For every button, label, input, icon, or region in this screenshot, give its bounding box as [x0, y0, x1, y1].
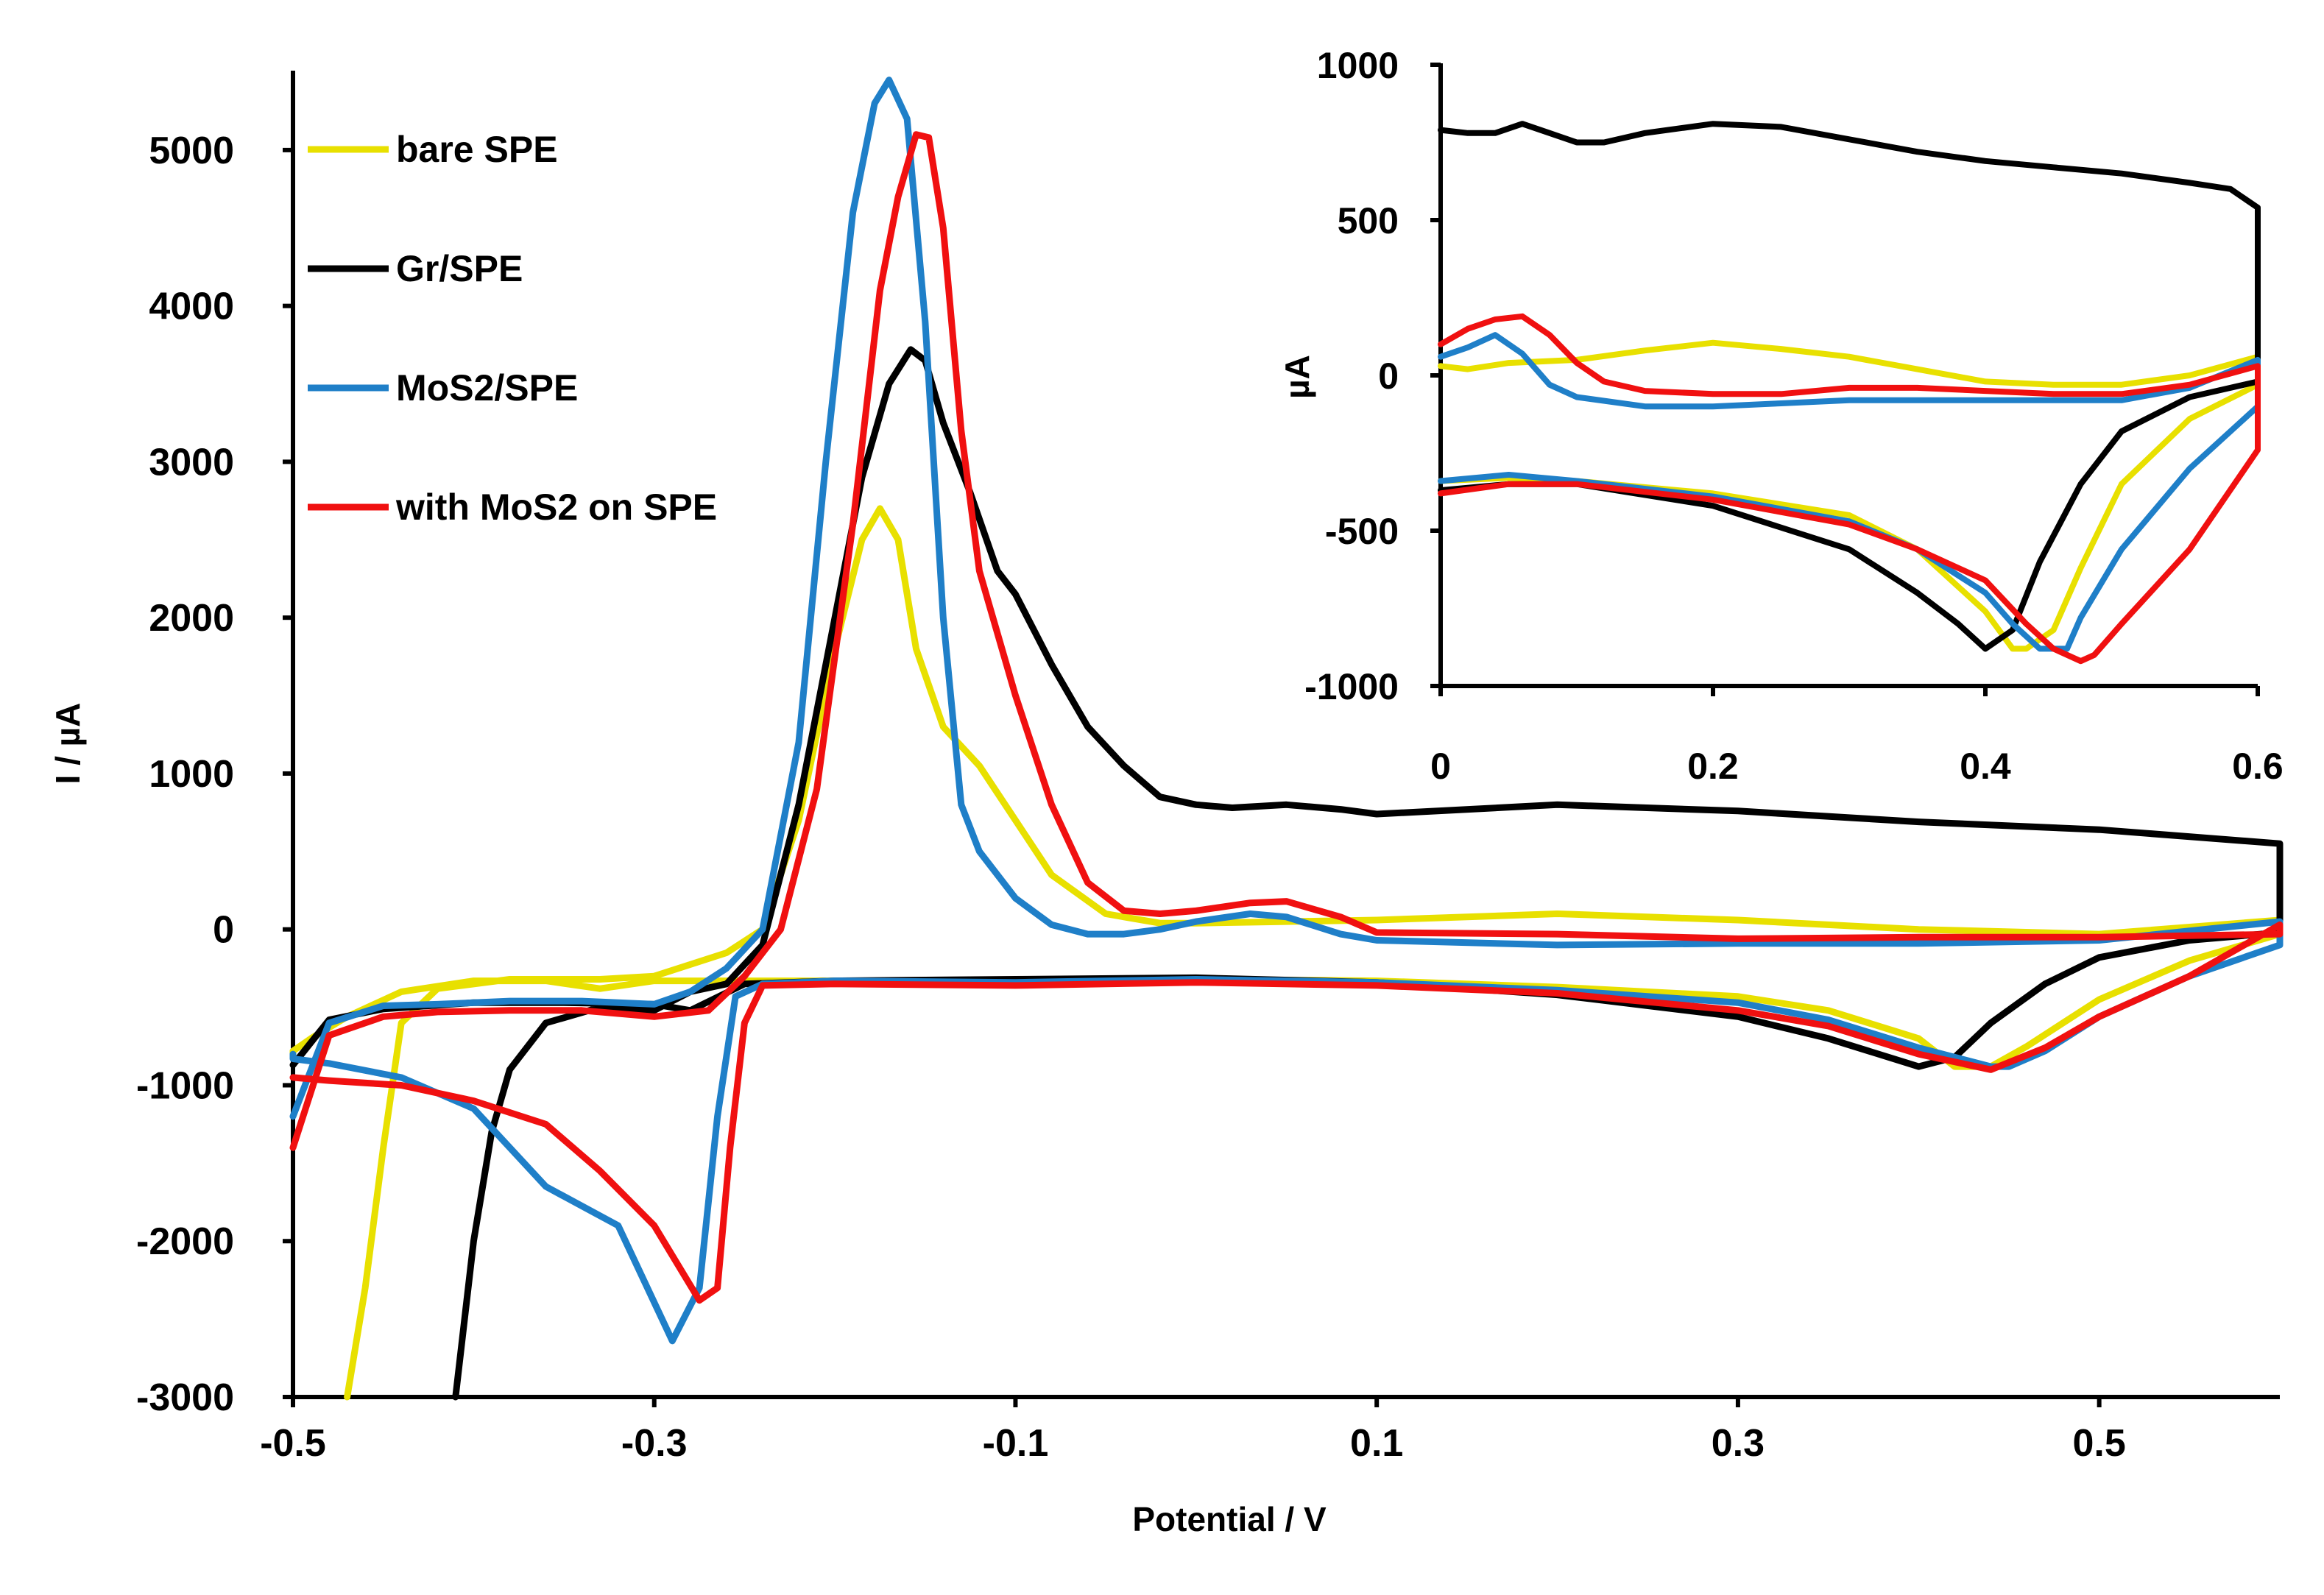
main-x-tick-label: 0.5: [2072, 1422, 2125, 1465]
inset-x-tick-label: 0.2: [1687, 746, 1739, 787]
inset-x-tick-label: 0.4: [1960, 746, 2011, 787]
main-series-group: [289, 77, 2284, 1401]
legend-label-mos2-spe: MoS2/SPE: [396, 367, 578, 409]
main-y-tick-label: 5000: [149, 130, 234, 172]
main-y-tick-label: 1000: [149, 753, 234, 796]
inset-plot: -1000 -500 0 500 1000 0 0.2 0.4 0.6 µA: [1278, 45, 2284, 787]
inset-y-tick-label: 0: [1378, 356, 1399, 397]
main-y-axis-title: I / µA: [49, 703, 87, 785]
inset-y-tick-label: 1000: [1317, 45, 1399, 86]
main-series-mos2-spe: [289, 77, 2284, 1345]
main-y-tick-label: 0: [213, 909, 234, 952]
main-plot: -3000-2000-1000010002000300040005000-0.5…: [49, 71, 2284, 1538]
main-x-tick-label: -0.1: [983, 1422, 1049, 1465]
main-x-tick-label: 0.3: [1712, 1422, 1765, 1465]
main-series-with-mos2-on-spe: [289, 131, 2284, 1304]
main-y-tick-label: -2000: [136, 1220, 234, 1263]
main-y-tick-label: 4000: [149, 286, 234, 328]
main-y-tick-label: 3000: [149, 441, 234, 484]
inset-series-gr-spe: [1438, 121, 2261, 652]
legend-label-gr-spe: Gr/SPE: [396, 248, 523, 289]
inset-series-with-mos2-on-spe: [1438, 313, 2261, 665]
inset-x-tick-label: 0.6: [2232, 746, 2284, 787]
legend-label-with-mos2-on-spe: with MoS2 on SPE: [395, 487, 717, 528]
main-y-tick-label: -3000: [136, 1376, 234, 1419]
inset-x-tick-label: 0: [1430, 746, 1451, 787]
inset-y-tick-label: 500: [1338, 200, 1399, 241]
legend-label-bare-spe: bare SPE: [396, 129, 558, 170]
main-y-tick-label: -1000: [136, 1064, 234, 1107]
inset-y-tick-label: -1000: [1304, 666, 1399, 707]
main-x-tick-label: -0.3: [621, 1422, 688, 1465]
main-x-tick-label: 0.1: [1350, 1422, 1403, 1465]
inset-y-tick-label: -500: [1325, 511, 1399, 552]
inset-series-group: [1438, 121, 2261, 665]
main-y-tick-label: 2000: [149, 597, 234, 640]
legend: bare SPE Gr/SPE MoS2/SPE with MoS2 on SPE: [308, 129, 717, 528]
main-x-tick-label: -0.5: [260, 1422, 326, 1465]
inset-y-axis-title: µA: [1278, 355, 1316, 399]
main-x-axis-title: Potential / V: [1132, 1500, 1327, 1538]
